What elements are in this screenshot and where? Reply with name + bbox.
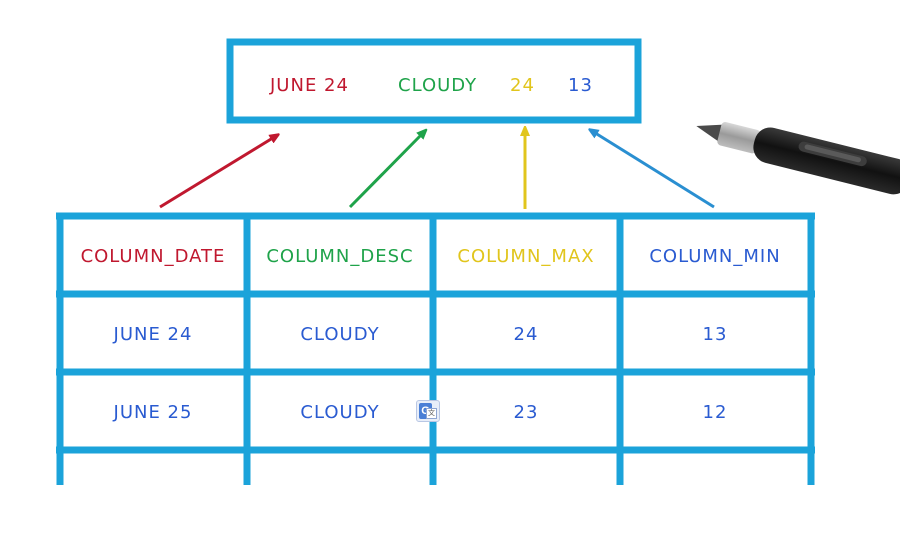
record-min: 13 (568, 75, 593, 96)
stylus-pen-icon (696, 122, 900, 195)
record-box: JUNE 24 CLOUDY 24 13 (226, 38, 642, 124)
arrow-desc (348, 132, 424, 209)
cell-row1-desc: CLOUDY (300, 324, 379, 345)
cell-row2-desc: CLOUDY (300, 402, 379, 423)
header-column-max: COLUMN_MAX (457, 246, 594, 267)
arrow-min (592, 131, 715, 209)
record-desc: CLOUDY (398, 75, 477, 96)
cell-row1-date: JUNE 24 (113, 324, 193, 345)
arrow-date (159, 136, 276, 209)
header-column-desc: COLUMN_DESC (266, 246, 413, 267)
weather-table: COLUMN_DATE COLUMN_DESC COLUMN_MAX COLUM… (56, 212, 815, 485)
header-column-min: COLUMN_MIN (649, 246, 780, 267)
cell-row2-date: JUNE 25 (113, 402, 193, 423)
header-column-date: COLUMN_DATE (81, 246, 226, 267)
cell-row1-min: 13 (703, 324, 728, 345)
record-max: 24 (510, 75, 535, 96)
cell-row2-min: 12 (703, 402, 728, 423)
cell-row2-max: 23 (514, 402, 539, 423)
google-translate-icon[interactable]: G 文 (416, 400, 440, 422)
record-date: JUNE 24 (269, 75, 349, 96)
record-box-frame (226, 38, 642, 124)
cell-row1-max: 24 (514, 324, 539, 345)
mapping-arrows (159, 130, 715, 209)
